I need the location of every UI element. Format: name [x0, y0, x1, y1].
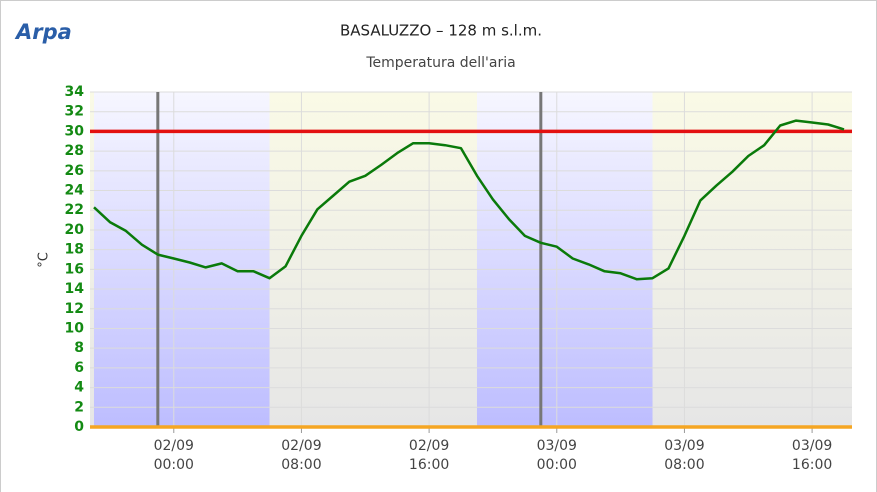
chart-title: BASALUZZO – 128 m s.l.m.	[340, 22, 542, 40]
y-tick-label: 24	[65, 183, 85, 199]
y-tick-label: 12	[65, 301, 84, 317]
x-tick-label: 03/09 00:00	[537, 438, 577, 473]
y-tick-label: 4	[74, 380, 84, 396]
logo: Arpa	[14, 20, 72, 44]
y-tick-label: 32	[65, 104, 84, 120]
x-tick-label: 02/09 16:00	[409, 438, 449, 473]
y-tick-label: 28	[65, 143, 84, 159]
y-axis-label: °C	[37, 252, 52, 268]
temperature-line	[93, 119, 845, 281]
y-tick-label: 26	[65, 163, 84, 179]
y-tick-label: 18	[65, 242, 84, 258]
y-tick-label: 10	[65, 320, 85, 336]
y-tick-label: 14	[65, 281, 85, 297]
y-tick-label: 8	[74, 340, 84, 356]
x-tick-label: 02/09 00:00	[154, 438, 194, 473]
y-tick-label: 2	[74, 399, 84, 415]
y-tick-label: 30	[65, 123, 85, 139]
x-tick-label: 03/09 08:00	[664, 438, 704, 473]
y-tick-label: 34	[65, 84, 85, 100]
y-tick-label: 20	[65, 222, 85, 238]
y-tick-label: 22	[65, 202, 84, 218]
x-tick-label: 03/09 16:00	[792, 438, 832, 473]
chart-subtitle: Temperatura dell'aria	[365, 55, 515, 71]
y-tick-label: 6	[74, 360, 84, 376]
y-tick-label: 16	[65, 261, 84, 277]
y-tick-label: 0	[74, 419, 84, 435]
x-tick-label: 02/09 08:00	[281, 438, 321, 473]
night-band	[476, 92, 653, 427]
